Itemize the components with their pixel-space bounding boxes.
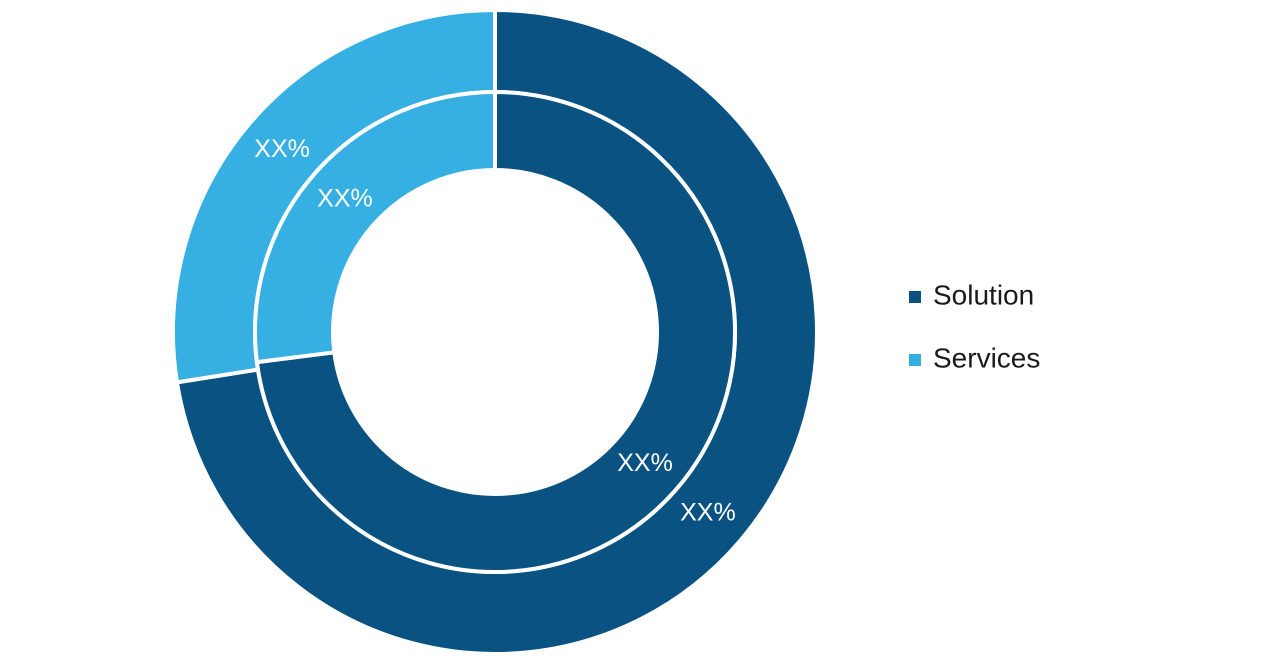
legend-label: Solution xyxy=(933,279,1034,310)
donut-segment xyxy=(253,89,497,365)
value-label: XX% xyxy=(680,498,736,526)
value-label: XX% xyxy=(317,184,373,212)
legend-swatch xyxy=(909,291,921,303)
donut-segment xyxy=(254,89,737,574)
legend-label: Services xyxy=(933,342,1040,373)
value-label: XX% xyxy=(254,135,310,163)
value-label: XX% xyxy=(617,449,673,477)
legend-swatch xyxy=(909,354,921,366)
